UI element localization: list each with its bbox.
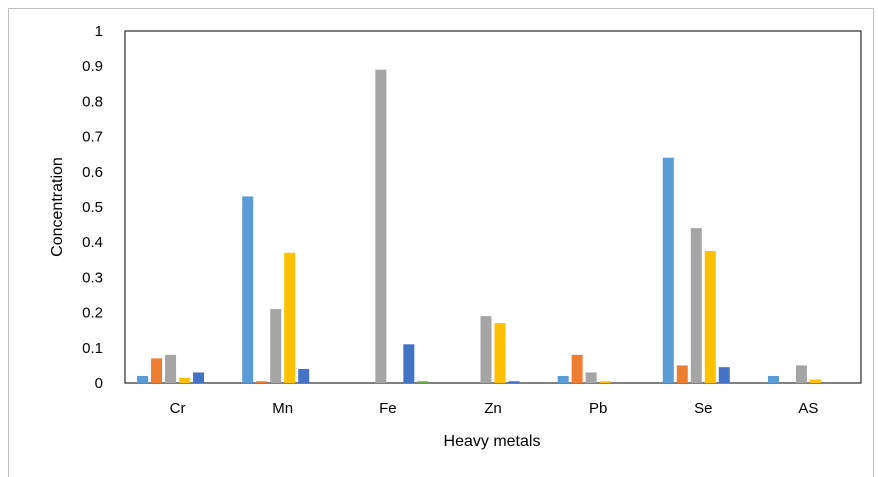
bar-mn-series-3 <box>270 309 282 383</box>
x-tick-label: AS <box>798 400 818 417</box>
y-tick-label: 0.6 <box>82 164 103 181</box>
x-tick-label: Fe <box>379 400 397 417</box>
y-tick-label: 0 <box>95 375 103 392</box>
bar-as-series-4 <box>809 379 821 383</box>
bar-cr-series-3 <box>165 354 177 383</box>
bar-cr-series-1 <box>137 375 149 383</box>
bar-mn-series-5 <box>298 368 310 383</box>
bar-fe-series-3 <box>375 69 387 383</box>
bar-se-series-3 <box>690 228 702 383</box>
bar-zn-series-3 <box>480 316 492 383</box>
x-tick-label: Zn <box>484 400 502 417</box>
x-tick-label: Se <box>694 400 712 417</box>
y-tick-label: 0.1 <box>82 340 103 357</box>
y-axis-ticks: 0 0.1 0.2 0.3 0.4 0.5 0.6 0.7 0.8 0.9 1 <box>82 23 103 392</box>
y-axis-title: Concentration <box>49 157 66 257</box>
y-tick-label: 1 <box>95 23 103 40</box>
y-tick-label: 0.9 <box>82 58 103 75</box>
bar-pb-series-2 <box>571 354 583 383</box>
x-tick-label: Cr <box>170 400 186 417</box>
x-axis-ticks: Cr Mn Fe Zn Pb Se AS <box>170 400 819 417</box>
y-tick-label: 0.5 <box>82 199 103 216</box>
bar-mn-series-1 <box>242 196 254 383</box>
bar-as-series-3 <box>795 365 807 383</box>
bar-pb-series-3 <box>585 372 597 383</box>
bar-cr-series-4 <box>179 377 191 383</box>
bar-pb-series-1 <box>557 375 569 383</box>
bar-se-series-4 <box>704 251 716 383</box>
y-tick-label: 0.4 <box>82 234 103 251</box>
x-tick-label: Mn <box>272 400 293 417</box>
y-tick-label: 0.8 <box>82 93 103 110</box>
plot-area <box>124 30 862 384</box>
bar-mn-series-2 <box>256 381 268 383</box>
bar-fe-series-5 <box>403 344 415 383</box>
bars-group <box>137 69 821 383</box>
y-tick-label: 0.7 <box>82 129 103 146</box>
x-tick-label: Pb <box>589 400 607 417</box>
x-axis-title: Heavy metals <box>444 433 541 450</box>
bar-se-series-1 <box>662 157 674 383</box>
bar-as-series-1 <box>767 375 779 383</box>
bar-cr-series-5 <box>193 372 205 383</box>
bar-pb-series-4 <box>599 381 611 383</box>
bar-zn-series-4 <box>494 323 506 383</box>
bar-fe-series-6 <box>417 381 429 383</box>
bar-cr-series-2 <box>151 358 163 383</box>
y-tick-label: 0.2 <box>82 305 103 322</box>
bar-se-series-5 <box>718 367 730 383</box>
bar-zn-series-5 <box>508 381 520 383</box>
bar-mn-series-4 <box>284 252 296 383</box>
bar-se-series-2 <box>676 365 688 383</box>
y-tick-label: 0.3 <box>82 269 103 286</box>
